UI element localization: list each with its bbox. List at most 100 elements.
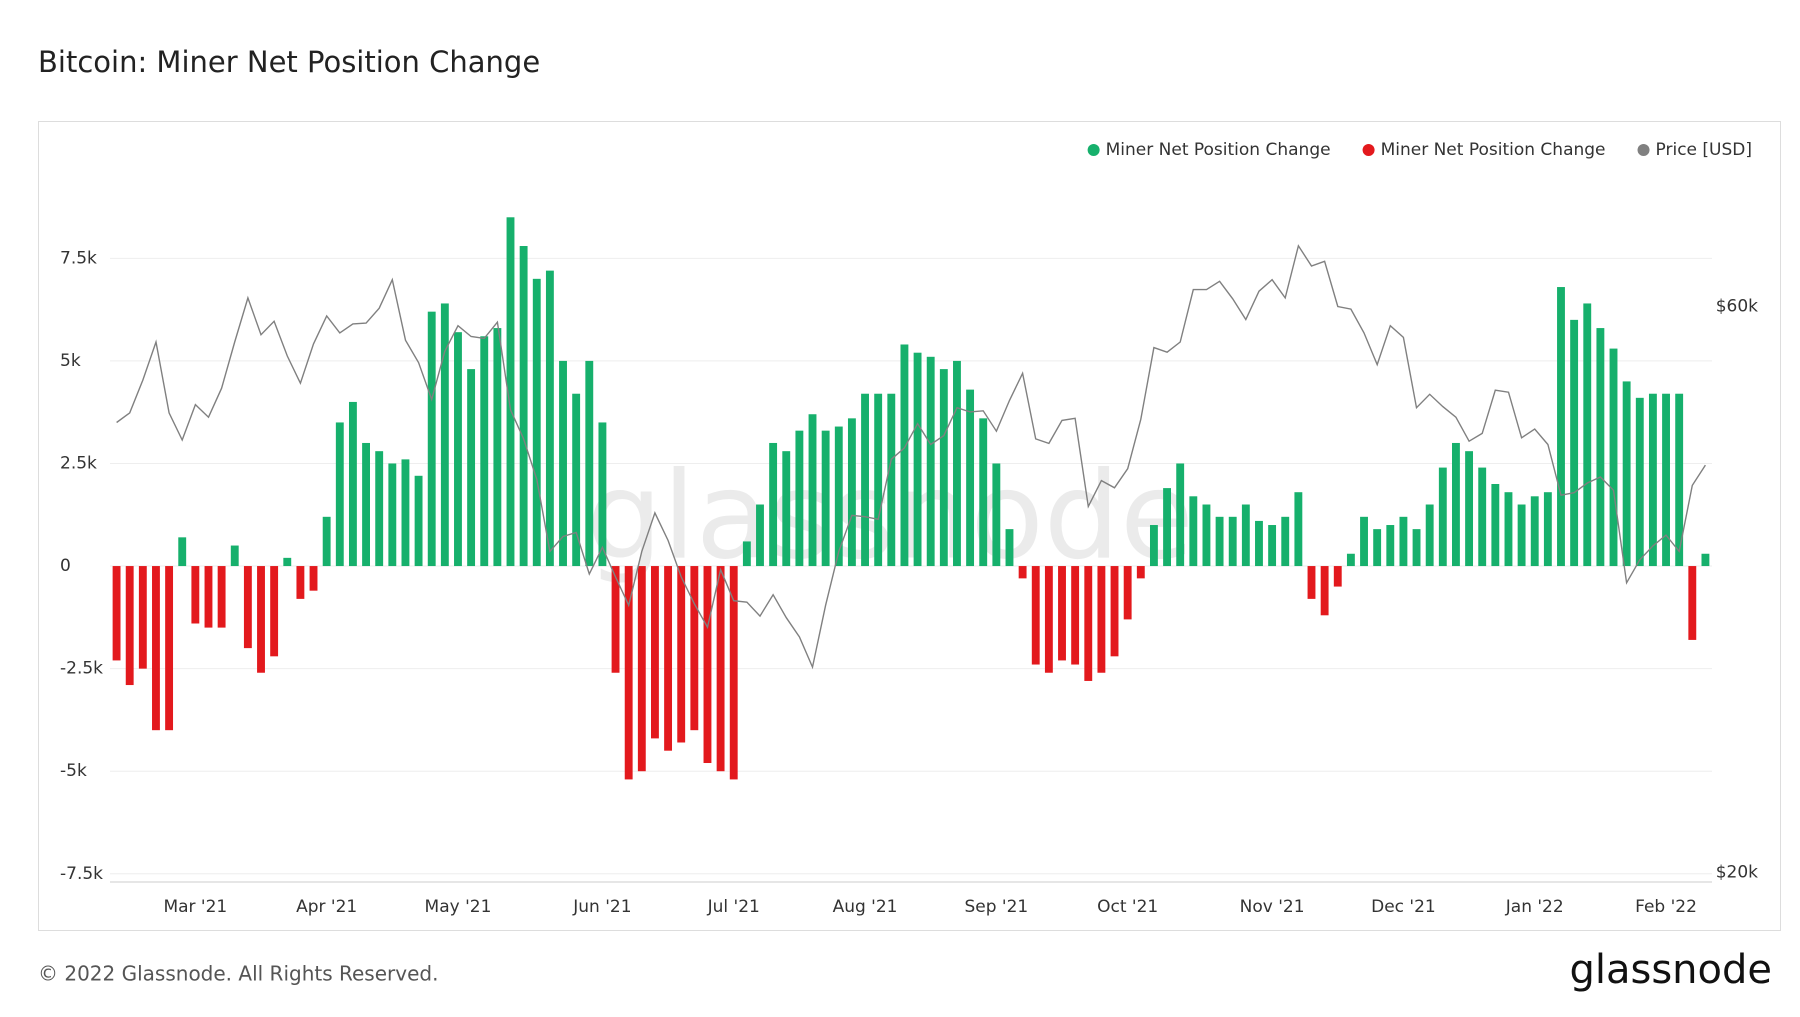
bar bbox=[348, 401, 357, 567]
bar bbox=[204, 566, 213, 628]
bar bbox=[309, 566, 318, 591]
bar bbox=[1517, 504, 1526, 567]
bar bbox=[1058, 566, 1066, 661]
bar bbox=[861, 393, 869, 567]
bar bbox=[729, 566, 738, 780]
bar bbox=[1412, 529, 1421, 567]
bar bbox=[585, 360, 594, 567]
bar bbox=[1465, 451, 1474, 567]
bar bbox=[388, 463, 397, 567]
bar bbox=[1084, 566, 1093, 681]
bar bbox=[716, 566, 725, 772]
bar bbox=[795, 430, 804, 567]
bar bbox=[1097, 566, 1106, 673]
bar bbox=[1189, 496, 1198, 567]
bar bbox=[493, 328, 502, 567]
bar bbox=[1386, 525, 1395, 567]
bar bbox=[769, 442, 778, 567]
bar bbox=[572, 393, 581, 567]
bar bbox=[519, 246, 528, 567]
x-tick-label: Nov '21 bbox=[1240, 897, 1305, 917]
legend-marker bbox=[1362, 144, 1375, 156]
bar bbox=[874, 393, 883, 567]
y2-tick-label: $20k bbox=[1716, 863, 1758, 883]
bar bbox=[125, 566, 134, 686]
y-tick-label: -5k bbox=[60, 761, 87, 781]
bar bbox=[756, 504, 764, 567]
bar bbox=[1333, 566, 1342, 587]
bar bbox=[979, 418, 988, 567]
y-tick-label: -2.5k bbox=[60, 659, 103, 679]
x-tick-label: Oct '21 bbox=[1097, 897, 1158, 917]
bar bbox=[1438, 467, 1447, 567]
bar bbox=[1570, 319, 1579, 567]
bar bbox=[611, 566, 620, 673]
legend-marker bbox=[1087, 144, 1100, 156]
bar bbox=[217, 566, 226, 628]
y-tick-label: 0 bbox=[60, 556, 71, 576]
bar bbox=[953, 360, 961, 567]
bar bbox=[913, 352, 922, 567]
bar bbox=[1530, 496, 1539, 567]
bar bbox=[112, 566, 121, 661]
bar bbox=[637, 566, 646, 772]
bar bbox=[651, 566, 659, 739]
bar bbox=[1018, 566, 1027, 579]
x-tick-label: Jun '21 bbox=[572, 897, 631, 917]
bar bbox=[1596, 328, 1605, 567]
bar bbox=[1662, 393, 1670, 567]
bar bbox=[1504, 492, 1513, 567]
bar bbox=[834, 426, 843, 567]
bar bbox=[1320, 566, 1329, 616]
chart-panel bbox=[38, 121, 1781, 931]
x-tick-label: Sep '21 bbox=[964, 897, 1028, 917]
legend-label: Miner Net Position Change bbox=[1381, 140, 1606, 160]
bar bbox=[1031, 566, 1040, 665]
bar bbox=[992, 463, 1001, 567]
x-tick-label: Mar '21 bbox=[163, 897, 227, 917]
bar bbox=[1005, 529, 1014, 567]
bar bbox=[454, 332, 462, 567]
bar bbox=[1110, 566, 1119, 657]
x-tick-label: Aug '21 bbox=[833, 897, 898, 917]
bar bbox=[1071, 566, 1080, 665]
bar bbox=[1255, 520, 1263, 567]
bar bbox=[1294, 492, 1303, 567]
bar bbox=[703, 566, 712, 764]
bar bbox=[1136, 566, 1145, 579]
bar bbox=[1360, 516, 1368, 567]
bar bbox=[322, 516, 331, 567]
bar bbox=[506, 217, 515, 567]
bar bbox=[559, 360, 567, 567]
bar bbox=[257, 566, 265, 673]
bar bbox=[1373, 529, 1382, 567]
bar bbox=[1491, 483, 1500, 567]
bar bbox=[677, 566, 686, 743]
bar bbox=[1215, 516, 1224, 567]
bar bbox=[1452, 442, 1460, 567]
bar bbox=[1688, 566, 1697, 640]
bar bbox=[152, 566, 160, 731]
bar bbox=[1346, 553, 1355, 567]
bar bbox=[1307, 566, 1316, 599]
bar bbox=[191, 566, 200, 624]
y-tick-label: 7.5k bbox=[60, 248, 97, 268]
bar bbox=[782, 451, 791, 567]
x-tick-label: Feb '22 bbox=[1635, 897, 1697, 917]
bar bbox=[1281, 516, 1290, 567]
bar bbox=[545, 270, 554, 567]
y2-tick-label: $60k bbox=[1716, 296, 1758, 316]
legend-label: Price [USD] bbox=[1656, 140, 1752, 160]
bar bbox=[939, 369, 948, 567]
bar bbox=[1123, 566, 1132, 620]
price-line bbox=[116, 244, 1706, 670]
bar bbox=[821, 430, 830, 567]
chart-title: Bitcoin: Miner Net Position Change bbox=[38, 45, 540, 79]
bar bbox=[690, 566, 699, 731]
bar bbox=[1202, 504, 1211, 567]
bar bbox=[296, 566, 305, 599]
bar bbox=[401, 459, 410, 567]
bar bbox=[1149, 525, 1158, 567]
